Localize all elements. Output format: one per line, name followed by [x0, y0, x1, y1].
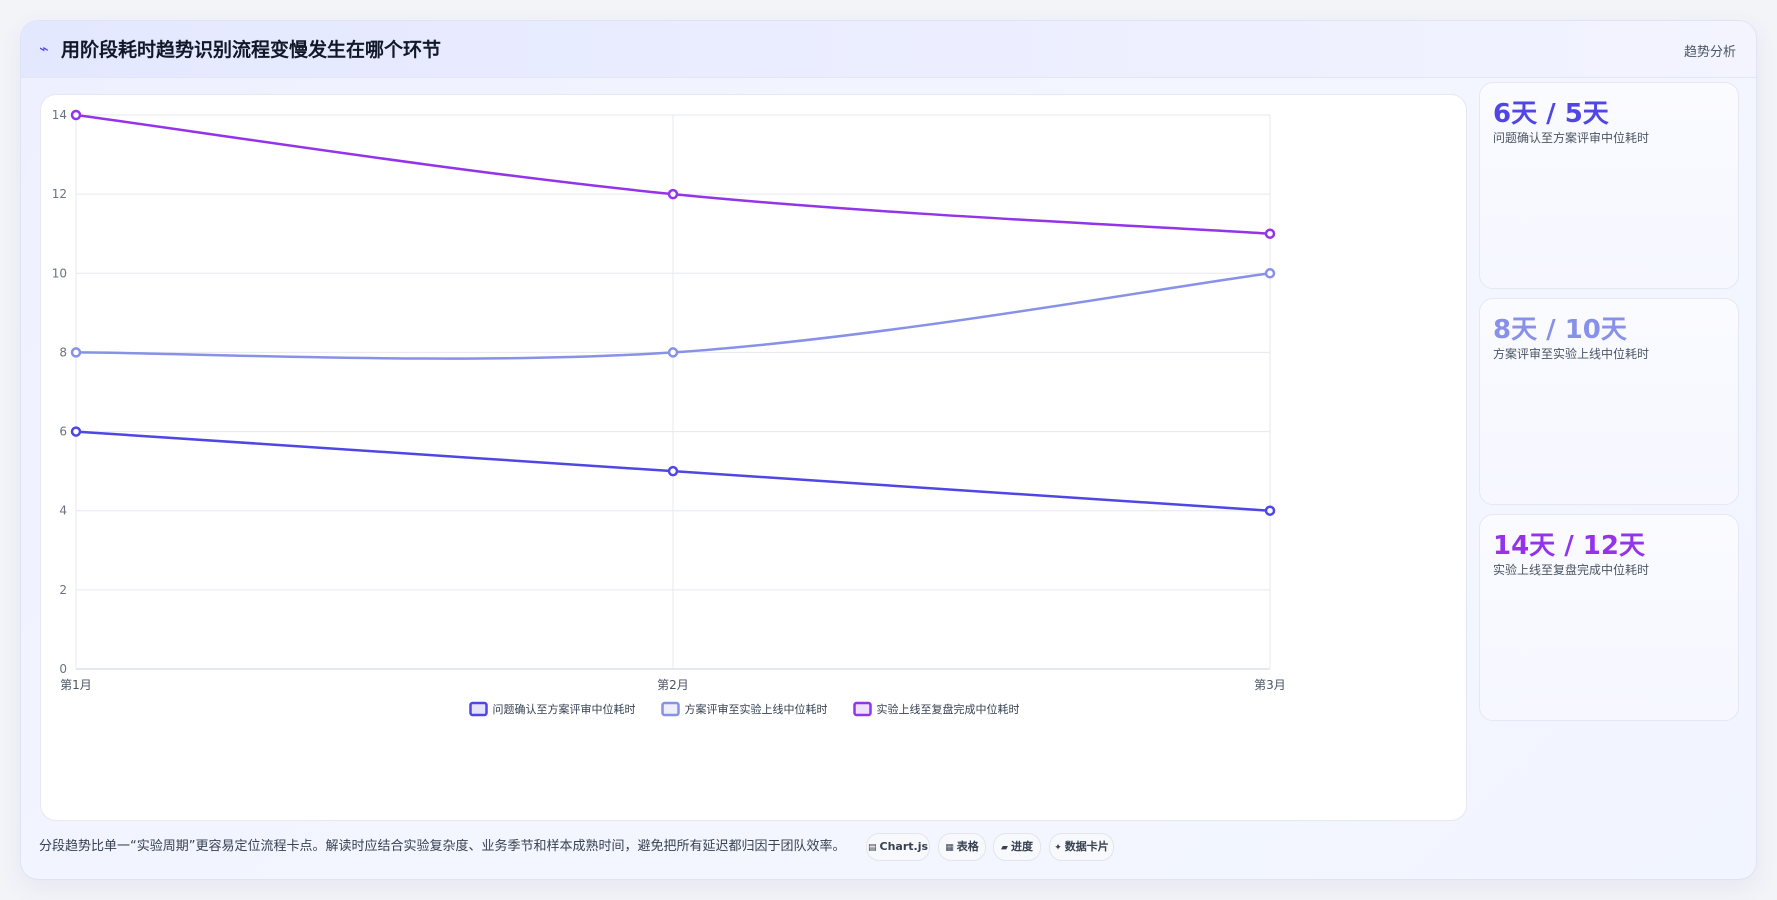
legend-label: 实验上线至复盘完成中位耗时	[877, 702, 1020, 716]
pill-label: 表格	[956, 840, 979, 853]
stat-label: 方案评审至实验上线中位耗时	[1493, 347, 1650, 361]
chart-card: ⌁ 用阶段耗时趋势识别流程变慢发生在哪个环节 趋势分析 0 2 4 6 8 10 12 14 第…	[20, 20, 1757, 880]
x-tick-label: 第2月	[657, 678, 689, 692]
stat-card-stage-2: 8天 / 10天 方案评审至实验上线中位耗时	[1479, 298, 1739, 505]
pill-data-card[interactable]: ✦ 数据卡片	[1049, 833, 1114, 861]
chart-icon: ▤	[867, 843, 877, 853]
pill-chartjs[interactable]: ▤ Chart.js	[866, 833, 930, 861]
x-tick-label: 第1月	[60, 678, 92, 692]
y-tick-label: 6	[59, 425, 67, 439]
legend-swatch	[853, 701, 872, 717]
data-point	[70, 347, 82, 358]
stat-card-stage-3: 14天 / 12天 实验上线至复盘完成中位耗时	[1479, 514, 1739, 721]
legend-swatch	[469, 701, 488, 717]
data-point	[667, 188, 679, 200]
legend-label: 问题确认至方案评审中位耗时	[493, 702, 636, 716]
y-tick-label: 0	[59, 662, 67, 676]
data-point	[1264, 268, 1276, 279]
y-tick-label: 12	[52, 187, 67, 201]
y-tick-label: 10	[52, 266, 67, 280]
data-point	[1264, 505, 1276, 516]
lightning-icon: ⌁	[39, 39, 49, 58]
legend-label: 方案评审至实验上线中位耗时	[685, 702, 828, 716]
y-tick-label: 14	[52, 108, 67, 122]
stat-card-stage-1: 6天 / 5天 问题确认至方案评审中位耗时	[1479, 82, 1739, 289]
pill-label: Chart.js	[879, 840, 929, 853]
footer-note: 分段趋势比单一“实验周期”更容易定位流程卡点。解读时应结合实验复杂度、业务季节和…	[39, 839, 846, 854]
legend-swatch	[661, 701, 680, 717]
category-tag: 趋势分析	[1683, 45, 1736, 60]
pill-label: 进度	[1010, 840, 1033, 853]
data-point	[667, 347, 679, 358]
stat-label: 实验上线至复盘完成中位耗时	[1493, 563, 1650, 577]
data-point	[1264, 228, 1276, 239]
progress-icon: ▰	[1001, 843, 1008, 853]
stat-label: 问题确认至方案评审中位耗时	[1493, 131, 1650, 145]
sparkle-icon: ✦	[1054, 843, 1062, 853]
pill-table[interactable]: ▦ 表格	[938, 833, 986, 861]
stat-value: 6天 / 5天	[1493, 99, 1609, 129]
stat-value: 8天 / 10天	[1493, 315, 1627, 345]
page-title: 用阶段耗时趋势识别流程变慢发生在哪个环节	[61, 39, 442, 61]
chart-panel: 0 2 4 6 8 10 12 14 第1月 第2月 第3月问题确认至方案评审中位耗时 方案评审至实验…	[40, 94, 1467, 821]
y-tick-label: 8	[59, 345, 67, 359]
pill-progress[interactable]: ▰ 进度	[993, 833, 1041, 861]
x-tick-label: 第3月	[1254, 678, 1286, 692]
card-header: ⌁ 用阶段耗时趋势识别流程变慢发生在哪个环节 趋势分析	[21, 21, 1756, 78]
pill-label: 数据卡片	[1064, 840, 1109, 853]
data-point	[667, 465, 679, 477]
y-tick-label: 2	[59, 583, 67, 597]
y-tick-label: 4	[59, 504, 67, 518]
data-point	[70, 426, 82, 437]
table-icon: ▦	[945, 843, 954, 853]
data-point	[70, 109, 82, 121]
stat-value: 14天 / 12天	[1493, 531, 1645, 561]
